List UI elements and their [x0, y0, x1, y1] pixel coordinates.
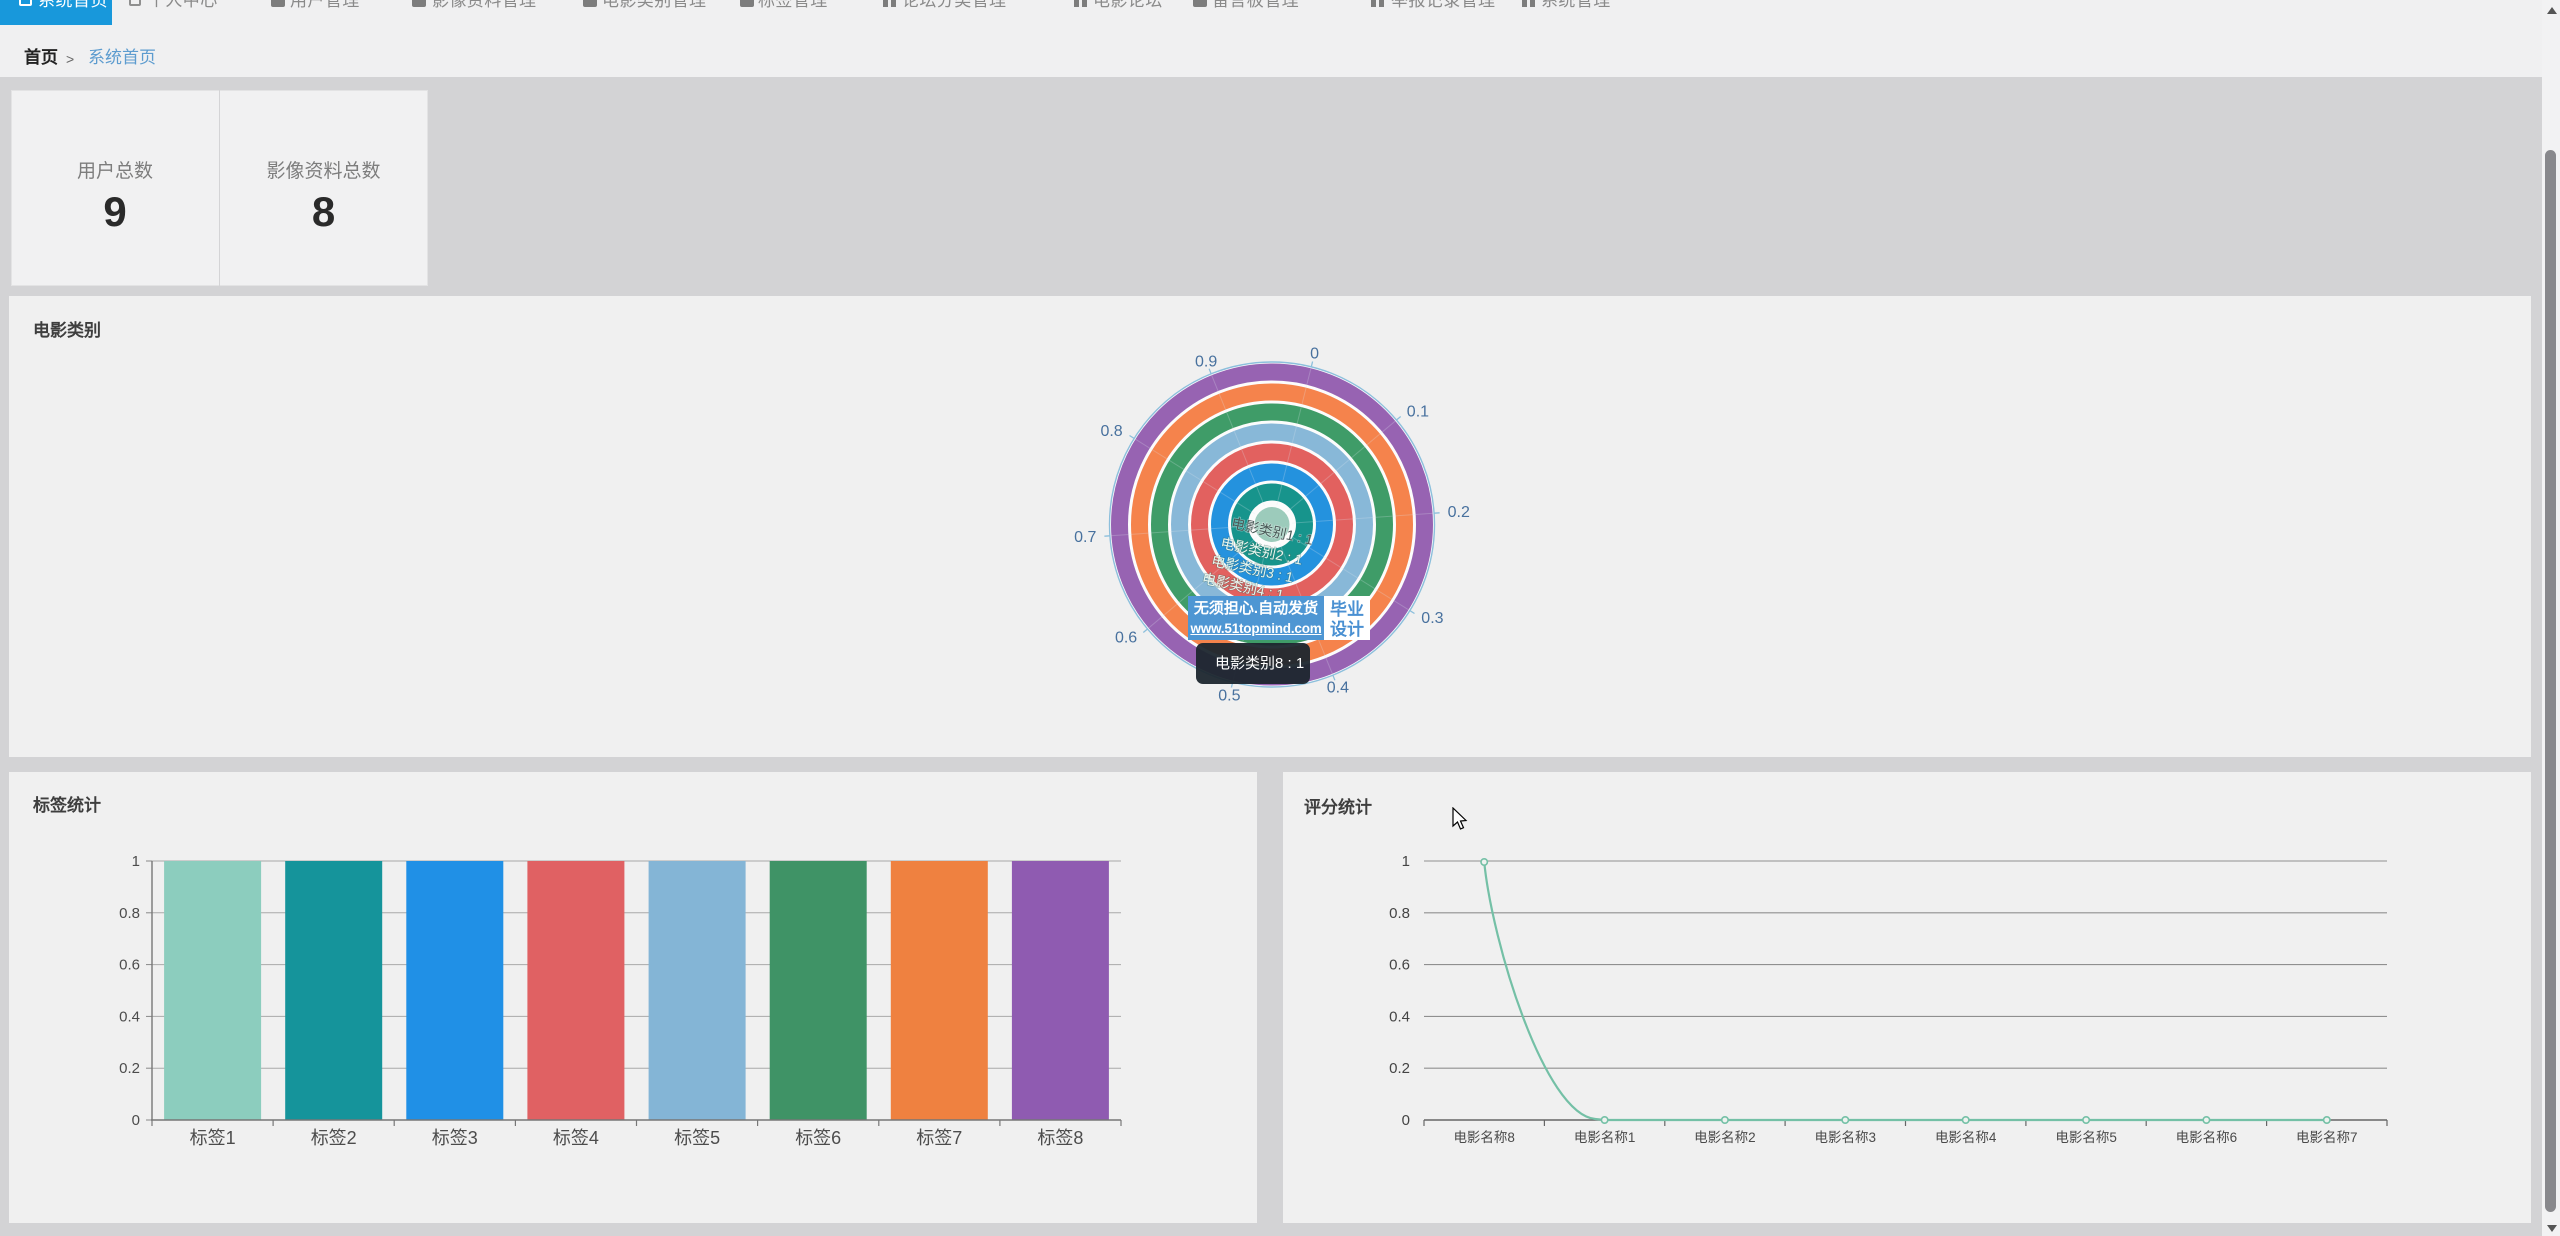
svg-text:电影名称2: 电影名称2	[1694, 1130, 1756, 1145]
svg-text:标签2: 标签2	[311, 1128, 357, 1148]
svg-text:电影名称8: 电影名称8	[1453, 1130, 1515, 1145]
svg-text:标签3: 标签3	[432, 1128, 478, 1148]
svg-text:0.3: 0.3	[1421, 610, 1443, 627]
svg-text:0.2: 0.2	[1389, 1060, 1410, 1077]
svg-text:0: 0	[1310, 346, 1319, 363]
svg-text:0.9: 0.9	[1195, 353, 1217, 370]
svg-text:0.8: 0.8	[119, 905, 140, 922]
svg-text:电影名称4: 电影名称4	[1935, 1130, 1997, 1145]
svg-text:电影名称7: 电影名称7	[2296, 1130, 2358, 1145]
svg-text:标签6: 标签6	[795, 1128, 841, 1148]
svg-text:0.5: 0.5	[1218, 687, 1240, 704]
svg-text:1: 1	[1402, 853, 1410, 870]
svg-text:0.6: 0.6	[119, 957, 140, 974]
svg-text:0.7: 0.7	[1074, 529, 1096, 546]
svg-text:0.4: 0.4	[1327, 680, 1349, 697]
svg-text:0.6: 0.6	[1115, 630, 1137, 647]
svg-text:标签5: 标签5	[674, 1128, 720, 1148]
svg-text:0.2: 0.2	[1448, 504, 1470, 521]
svg-text:标签7: 标签7	[916, 1128, 962, 1148]
svg-text:0.8: 0.8	[1100, 423, 1122, 440]
svg-text:标签1: 标签1	[190, 1128, 236, 1148]
svg-text:0.4: 0.4	[1389, 1008, 1410, 1025]
svg-text:0: 0	[132, 1112, 140, 1129]
svg-text:1: 1	[132, 853, 140, 870]
svg-text:0.2: 0.2	[119, 1060, 140, 1077]
svg-text:0.1: 0.1	[1407, 403, 1429, 420]
svg-text:电影名称6: 电影名称6	[2176, 1130, 2238, 1145]
svg-text:标签4: 标签4	[553, 1128, 599, 1148]
svg-text:电影名称1: 电影名称1	[1574, 1130, 1636, 1145]
svg-text:标签8: 标签8	[1037, 1128, 1083, 1148]
svg-text:0.4: 0.4	[119, 1008, 140, 1025]
svg-text:电影名称3: 电影名称3	[1815, 1130, 1877, 1145]
svg-text:0.6: 0.6	[1389, 957, 1410, 974]
svg-text:0.8: 0.8	[1389, 905, 1410, 922]
svg-text:电影名称5: 电影名称5	[2055, 1130, 2117, 1145]
svg-text:0: 0	[1402, 1112, 1410, 1129]
